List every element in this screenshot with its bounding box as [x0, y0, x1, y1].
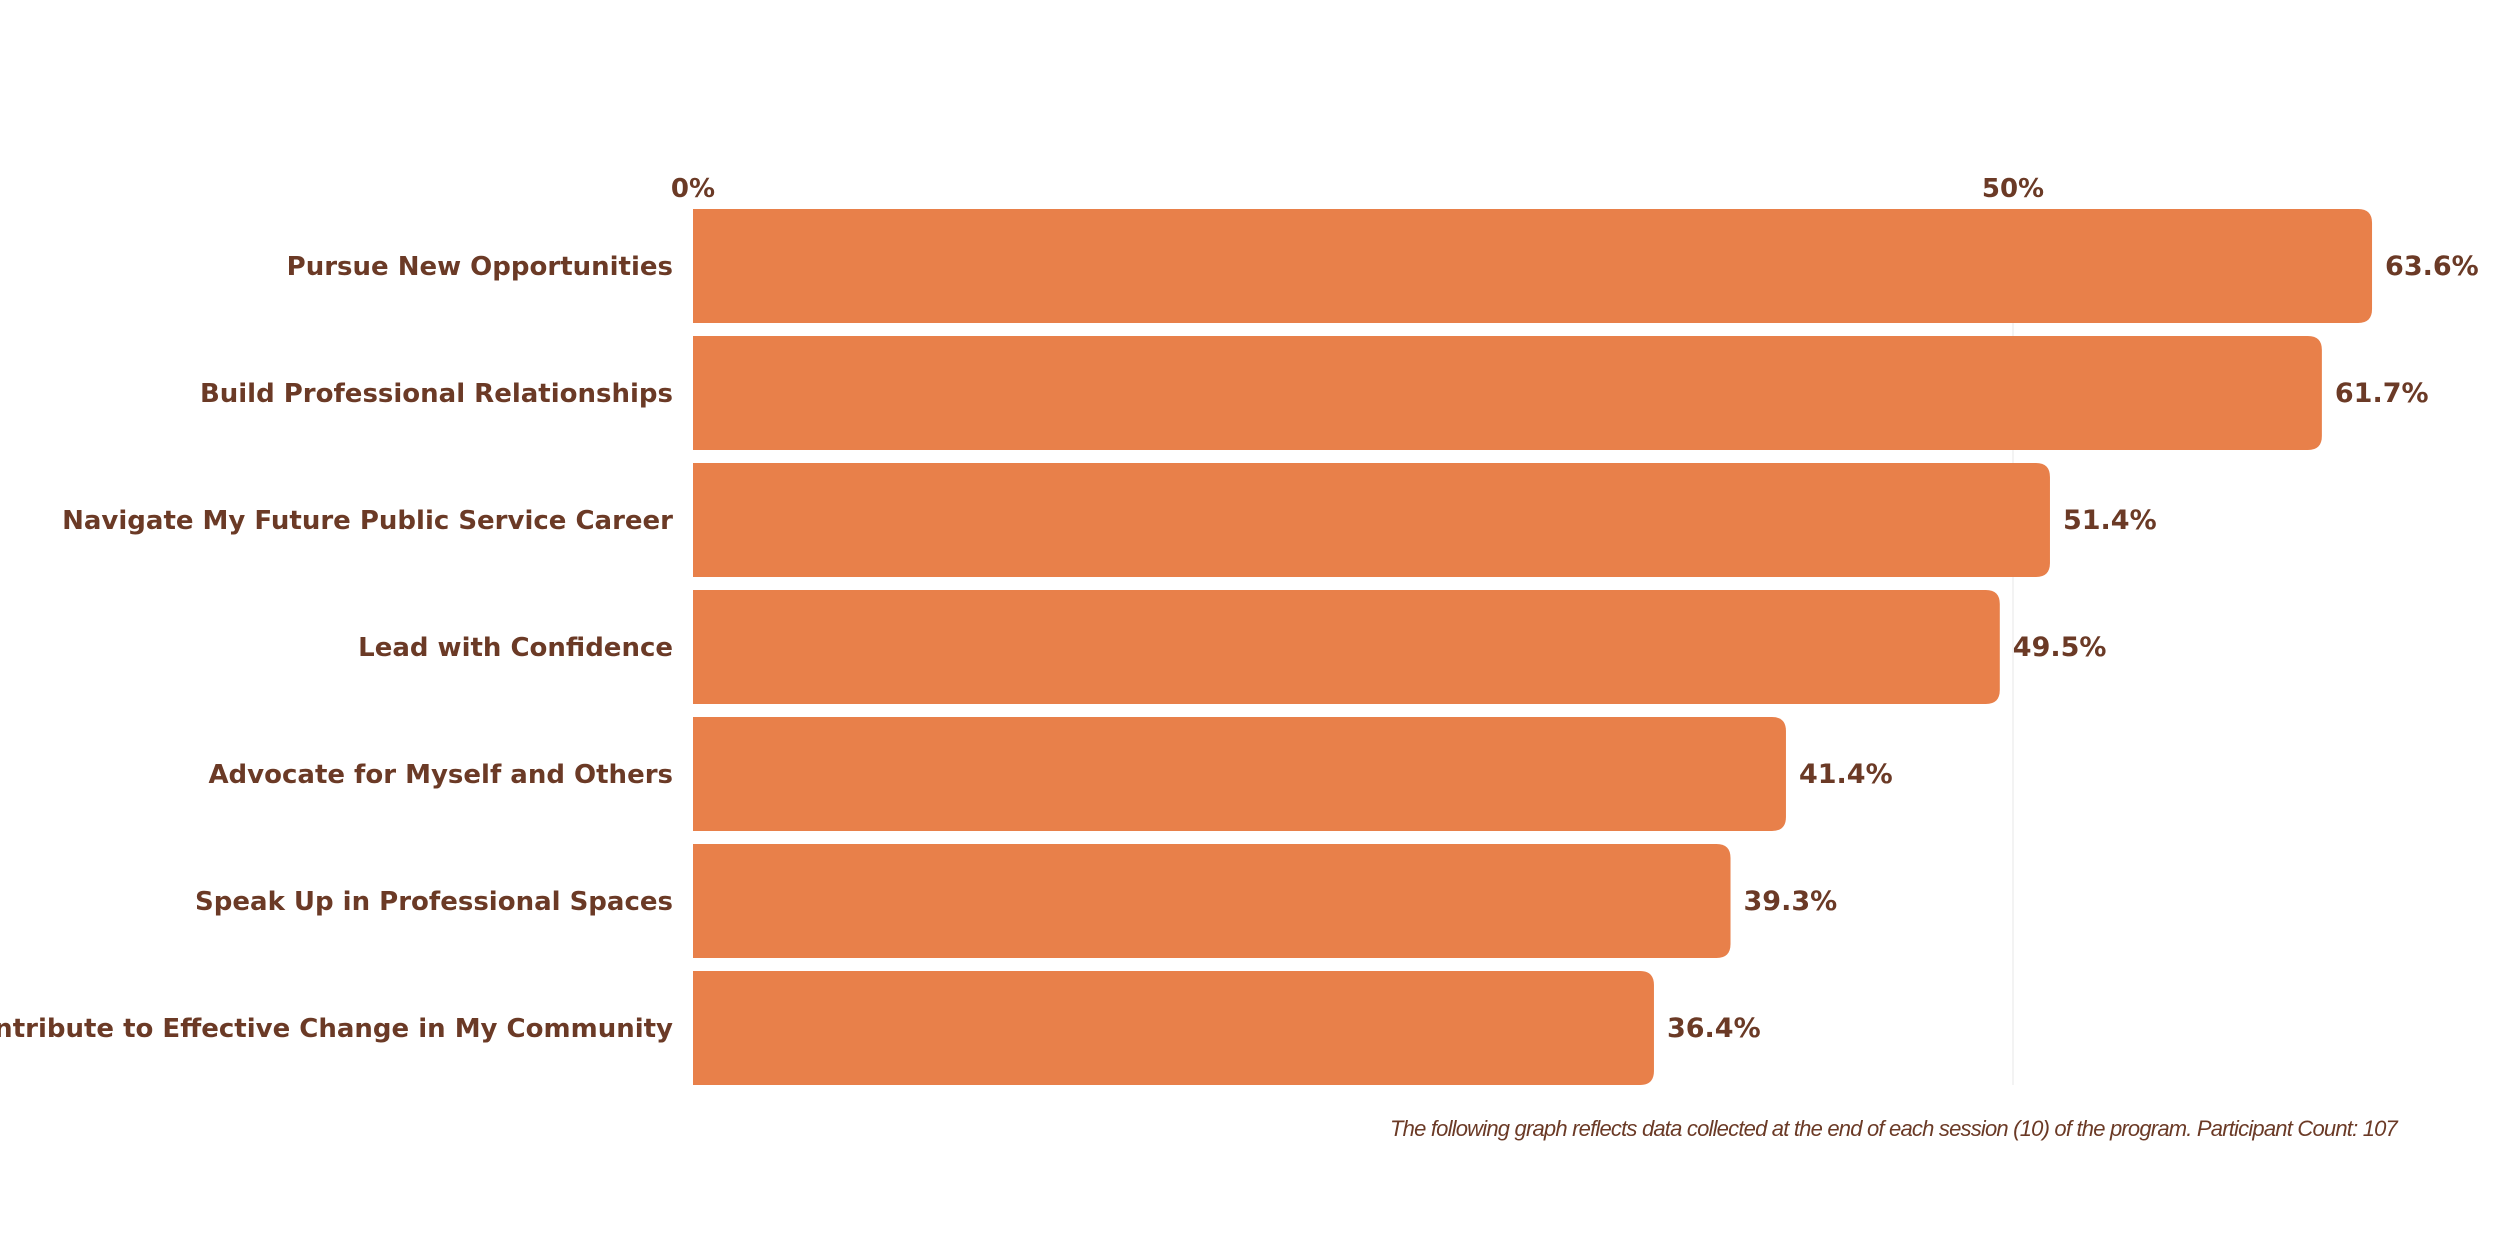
category-label-7: Contribute to Effective Change in My Com… — [0, 1014, 673, 1044]
value-label-7: 36.4% — [1667, 1013, 1761, 1044]
bar-1 — [693, 209, 2373, 323]
category-label-5: Advocate for Myself and Others — [208, 760, 673, 790]
category-label-6: Speak Up in Professional Spaces — [195, 887, 673, 917]
x-tick-label-0: 0% — [671, 174, 715, 204]
chart-footnote: The following graph reflects data collec… — [1390, 1116, 2398, 1141]
x-tick-label-50: 50% — [1982, 174, 2044, 204]
category-label-2: Build Professional Relationships — [200, 379, 673, 409]
value-label-3: 51.4% — [2063, 505, 2157, 536]
bar-7 — [693, 971, 1654, 1085]
value-label-2: 61.7% — [2335, 378, 2429, 409]
value-label-4: 49.5% — [2013, 632, 2107, 663]
bar-4 — [693, 590, 2000, 704]
category-label-1: Pursue New Opportunities — [287, 252, 673, 282]
category-label-4: Lead with Confidence — [358, 633, 673, 663]
bar-2 — [693, 336, 2322, 450]
bar-5 — [693, 717, 1786, 831]
bar-6 — [693, 844, 1731, 958]
value-label-6: 39.3% — [1744, 886, 1838, 917]
value-label-5: 41.4% — [1799, 759, 1893, 790]
value-label-1: 63.6% — [2385, 251, 2479, 282]
category-label-3: Navigate My Future Public Service Career — [62, 506, 673, 536]
bar-3 — [693, 463, 2050, 577]
